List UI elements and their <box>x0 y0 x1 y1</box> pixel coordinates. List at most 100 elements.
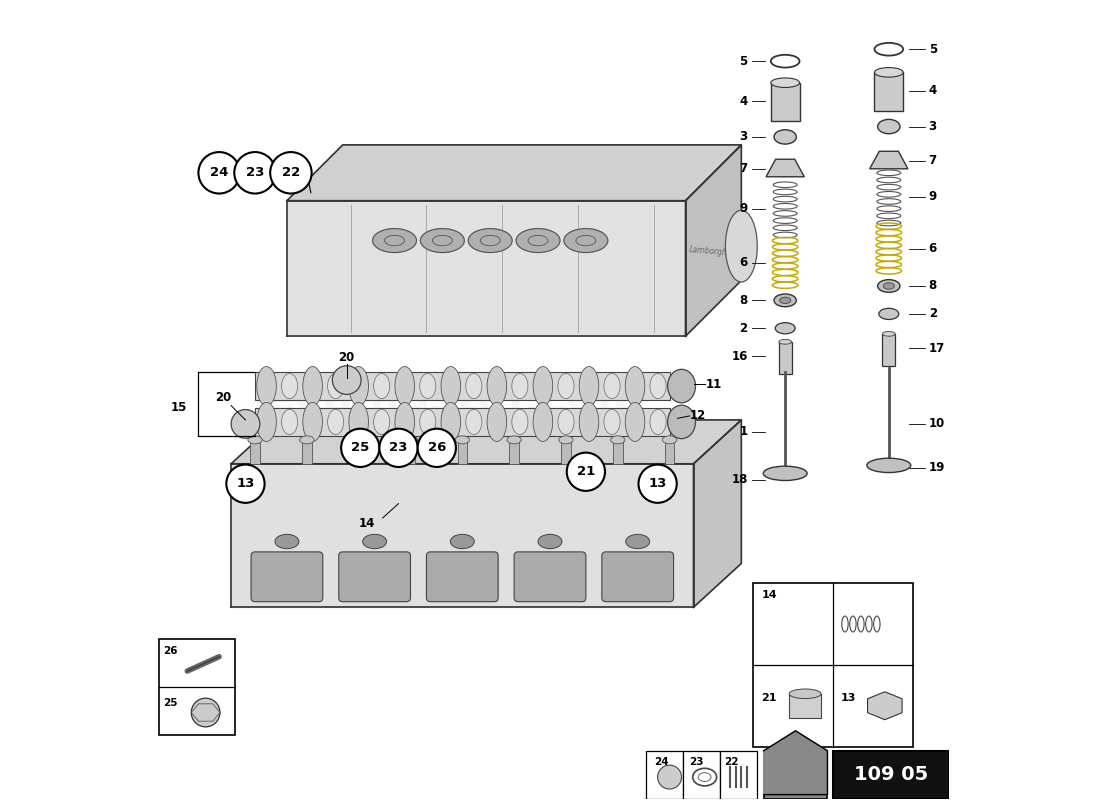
Text: 13: 13 <box>236 478 254 490</box>
Text: 1: 1 <box>739 426 748 438</box>
Ellipse shape <box>374 374 389 398</box>
Bar <box>754 583 913 746</box>
Text: 11: 11 <box>705 378 722 390</box>
Ellipse shape <box>668 370 695 402</box>
Text: 21: 21 <box>576 466 595 478</box>
Circle shape <box>227 465 265 503</box>
Text: 14: 14 <box>761 590 777 600</box>
Circle shape <box>198 152 240 194</box>
Ellipse shape <box>878 119 900 134</box>
Ellipse shape <box>275 534 299 549</box>
Text: 24: 24 <box>654 757 669 767</box>
Ellipse shape <box>282 374 298 398</box>
Bar <box>302 440 311 464</box>
Bar <box>683 750 720 798</box>
Text: 2: 2 <box>739 322 748 334</box>
Ellipse shape <box>450 534 474 549</box>
Text: 10: 10 <box>928 418 945 430</box>
Ellipse shape <box>420 374 436 398</box>
Ellipse shape <box>625 366 645 406</box>
Text: 4: 4 <box>928 84 937 97</box>
Ellipse shape <box>282 410 298 434</box>
Bar <box>779 342 792 374</box>
Ellipse shape <box>650 374 667 398</box>
Ellipse shape <box>558 374 574 398</box>
Bar <box>458 440 468 464</box>
Text: 15: 15 <box>172 402 187 414</box>
Ellipse shape <box>420 410 436 434</box>
Ellipse shape <box>465 374 482 398</box>
Polygon shape <box>685 145 741 336</box>
Ellipse shape <box>516 229 560 253</box>
Text: 25: 25 <box>163 698 178 708</box>
Ellipse shape <box>774 294 796 306</box>
Polygon shape <box>868 692 902 720</box>
Text: 7: 7 <box>928 154 937 167</box>
Ellipse shape <box>534 366 552 406</box>
Bar <box>833 750 948 798</box>
Ellipse shape <box>662 436 676 444</box>
Bar <box>874 72 903 110</box>
Ellipse shape <box>580 366 598 406</box>
Polygon shape <box>231 420 741 464</box>
Bar <box>354 440 363 464</box>
Ellipse shape <box>248 436 262 444</box>
Text: 5: 5 <box>928 42 937 56</box>
Text: 6: 6 <box>928 242 937 255</box>
Polygon shape <box>763 731 827 794</box>
Ellipse shape <box>559 436 573 444</box>
Ellipse shape <box>404 436 418 444</box>
Bar <box>882 334 895 366</box>
Text: 9: 9 <box>739 202 748 215</box>
Text: Lamborghini: Lamborghini <box>689 245 737 258</box>
Ellipse shape <box>763 466 807 481</box>
Ellipse shape <box>352 436 366 444</box>
Ellipse shape <box>867 458 911 473</box>
Text: 20: 20 <box>214 391 231 404</box>
Ellipse shape <box>455 436 470 444</box>
Ellipse shape <box>420 229 464 253</box>
Bar <box>720 750 757 798</box>
Ellipse shape <box>487 366 507 406</box>
FancyBboxPatch shape <box>427 552 498 602</box>
Polygon shape <box>231 464 693 607</box>
Polygon shape <box>287 145 741 201</box>
Ellipse shape <box>580 402 598 442</box>
Ellipse shape <box>395 402 415 442</box>
Bar <box>406 440 416 464</box>
Ellipse shape <box>328 410 343 434</box>
Ellipse shape <box>363 534 386 549</box>
Text: 14: 14 <box>359 517 375 530</box>
Ellipse shape <box>373 229 417 253</box>
Ellipse shape <box>469 229 513 253</box>
Text: 16: 16 <box>732 350 748 362</box>
Circle shape <box>638 465 676 503</box>
Text: 26: 26 <box>163 646 178 656</box>
Ellipse shape <box>668 405 695 438</box>
Bar <box>789 694 821 718</box>
Bar <box>255 372 670 400</box>
Text: 18: 18 <box>732 474 748 486</box>
Text: 3: 3 <box>739 130 748 143</box>
Ellipse shape <box>779 339 792 344</box>
Text: 23: 23 <box>245 166 264 179</box>
Text: 3: 3 <box>928 120 937 133</box>
Ellipse shape <box>512 410 528 434</box>
Bar <box>250 440 260 464</box>
Ellipse shape <box>604 374 620 398</box>
Ellipse shape <box>650 410 667 434</box>
FancyBboxPatch shape <box>514 552 586 602</box>
Bar <box>771 82 800 121</box>
Ellipse shape <box>534 402 552 442</box>
Ellipse shape <box>374 410 389 434</box>
Ellipse shape <box>878 280 900 292</box>
Ellipse shape <box>328 374 343 398</box>
Ellipse shape <box>725 210 757 282</box>
Circle shape <box>566 453 605 491</box>
Text: 6: 6 <box>739 256 748 270</box>
Polygon shape <box>287 201 685 336</box>
Text: 7: 7 <box>739 162 748 175</box>
Circle shape <box>658 765 682 789</box>
Polygon shape <box>766 159 804 177</box>
Ellipse shape <box>883 283 894 289</box>
